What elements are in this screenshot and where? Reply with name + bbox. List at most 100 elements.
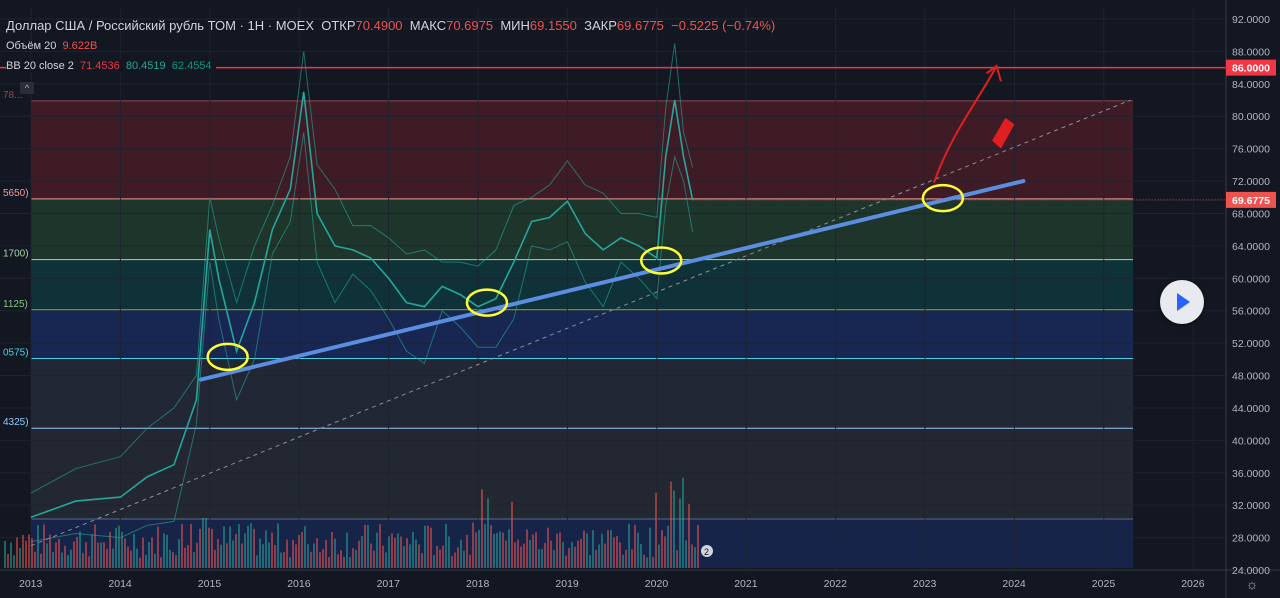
volume-bar <box>610 530 612 568</box>
x-tick-label: 2015 <box>198 578 222 590</box>
volume-bar <box>31 538 33 568</box>
volume-bar <box>517 539 519 568</box>
volume-bar <box>553 550 555 568</box>
volume-bar <box>466 534 468 568</box>
volume-bar <box>376 532 378 568</box>
volume-bar <box>118 525 120 568</box>
volume-bar <box>358 540 360 568</box>
volume-bar <box>256 555 258 568</box>
volume-bar <box>52 552 54 568</box>
volume-bars <box>4 477 699 568</box>
volume-bar <box>448 536 450 568</box>
volume-bar <box>202 517 204 568</box>
fib-band <box>31 428 1133 519</box>
volume-bar <box>424 525 426 568</box>
volume-bar <box>301 532 303 568</box>
volume-bar <box>685 540 687 568</box>
volume-bar <box>667 525 669 568</box>
volume-bar <box>679 498 681 568</box>
symbol-title[interactable]: Доллар США / Российский рубль ТОМ · 1Н ·… <box>6 18 314 33</box>
volume-bar <box>637 532 639 568</box>
volume-bar <box>103 542 105 568</box>
y-tick-label: 52.0000 <box>1232 338 1270 350</box>
volume-bar <box>214 550 216 568</box>
x-tick-label: 2021 <box>734 578 758 590</box>
volume-bar <box>406 538 408 568</box>
volume-bar <box>28 534 30 568</box>
volume-bar <box>124 538 126 568</box>
bb-upper-line <box>30 43 694 494</box>
volume-bar <box>664 536 666 568</box>
fib-band <box>31 309 1133 359</box>
volume-bar <box>277 523 279 568</box>
volume-bar <box>172 552 174 568</box>
volume-bar <box>313 543 315 568</box>
volume-bar <box>388 536 390 568</box>
volume-bar <box>568 548 570 568</box>
volume-bar <box>475 532 477 568</box>
x-tick-label: 2024 <box>1002 578 1026 590</box>
dashed-trend-line <box>30 99 1131 547</box>
volume-bar <box>112 548 114 568</box>
y-tick-label: 92.0000 <box>1232 14 1270 26</box>
price-series <box>30 43 694 543</box>
fib-band <box>31 358 1133 429</box>
volume-legend[interactable]: Объём 20 9.622B <box>6 40 97 52</box>
y-tick-label: 72.0000 <box>1232 176 1270 188</box>
volume-bar <box>247 525 249 568</box>
volume-bar <box>547 527 549 568</box>
volume-bar <box>343 556 345 568</box>
volume-bar <box>370 543 372 568</box>
volume-bar <box>229 526 231 568</box>
last-price-tag-label: 69.6775 <box>1232 195 1270 207</box>
symbol-header: Доллар США / Российский рубль ТОМ · 1Н ·… <box>6 18 775 33</box>
volume-bar <box>538 549 540 568</box>
volume-bar <box>292 539 294 568</box>
volume-bar <box>604 543 606 568</box>
x-tick-label: 2013 <box>19 578 43 590</box>
volume-bar <box>415 539 417 568</box>
volume-bar <box>619 542 621 568</box>
volume-bar <box>4 540 6 568</box>
volume-bar <box>193 552 195 568</box>
volume-bar <box>499 531 501 568</box>
volume-bar <box>241 543 243 568</box>
volume-bar <box>85 542 87 568</box>
volume-bar <box>109 531 111 568</box>
volume-bar <box>616 535 618 568</box>
bb-lower-value: 62.4554 <box>171 60 212 72</box>
volume-bar <box>238 524 240 568</box>
volume-bar <box>565 555 567 568</box>
x-tick-label: 2014 <box>108 578 132 590</box>
gear-icon[interactable]: ☼ <box>1245 576 1259 592</box>
volume-bar <box>70 549 72 568</box>
y-tick-label: 60.0000 <box>1232 273 1270 285</box>
bb-upper-value: 80.4519 <box>125 60 166 72</box>
volume-bar <box>469 554 471 568</box>
volume-bar <box>697 524 699 568</box>
bb-legend[interactable]: BB 20 close 2 71.4536 80.4519 62.4554 <box>6 60 216 72</box>
volume-bar <box>271 532 273 568</box>
volume-bar <box>625 549 627 568</box>
volume-bar <box>577 540 579 568</box>
play-icon[interactable] <box>1160 280 1204 324</box>
volume-bar <box>673 490 675 568</box>
volume-bar <box>130 550 132 568</box>
volume-bar <box>352 548 354 568</box>
volume-bar <box>25 540 27 568</box>
collapse-legend-button[interactable]: ^ <box>20 82 34 94</box>
open-value: 70.4900 <box>355 18 403 33</box>
volume-value: 9.622B <box>62 40 98 52</box>
volume-bar <box>151 537 153 568</box>
volume-bar <box>136 548 138 568</box>
volume-bar <box>583 530 585 568</box>
volume-bar <box>94 524 96 568</box>
y-tick-label: 88.0000 <box>1232 46 1270 58</box>
badge-dot <box>701 545 713 557</box>
volume-bar <box>502 532 504 568</box>
volume-bar <box>142 537 144 568</box>
x-tick-label: 2023 <box>913 578 937 590</box>
volume-bar <box>622 554 624 568</box>
volume-bar <box>325 540 327 568</box>
